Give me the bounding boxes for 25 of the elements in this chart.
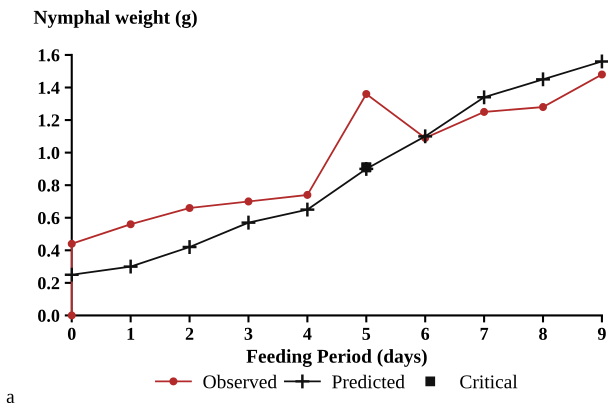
x-tick-label: 4 <box>303 328 312 340</box>
x-tick-label: 5 <box>362 328 370 340</box>
y-tick-label: 0.0 <box>38 310 60 322</box>
x-tick-label: 2 <box>186 328 194 340</box>
y-tick-label: 0.8 <box>38 179 60 192</box>
y-tick-label: 1.6 <box>38 49 60 62</box>
x-axis-title: Feeding Period (days) <box>246 349 427 367</box>
x-tick-label: 9 <box>598 328 606 340</box>
y-tick-label: 1.2 <box>38 114 60 127</box>
x-tick-label: 3 <box>244 328 252 340</box>
chart-title: Nymphal weight (g) <box>34 10 197 28</box>
y-tick-label: 0.2 <box>38 277 60 290</box>
x-tick-label: 6 <box>421 328 430 340</box>
legend-label: Observed <box>203 374 277 388</box>
text: a <box>6 394 14 404</box>
y-tick-label: 1.4 <box>38 82 60 94</box>
y-tick-label: 0.6 <box>38 212 60 224</box>
y-tick-label: 0.4 <box>38 244 60 257</box>
y-tick-label: 1.0 <box>38 146 60 160</box>
x-tick-label: 7 <box>480 328 488 340</box>
x-tick-label: 0 <box>68 328 76 340</box>
x-tick-label: 1 <box>128 328 134 340</box>
x-tick-label: 8 <box>539 328 547 340</box>
legend-label: Critical <box>460 374 518 388</box>
legend-label: Predicted <box>332 374 405 388</box>
